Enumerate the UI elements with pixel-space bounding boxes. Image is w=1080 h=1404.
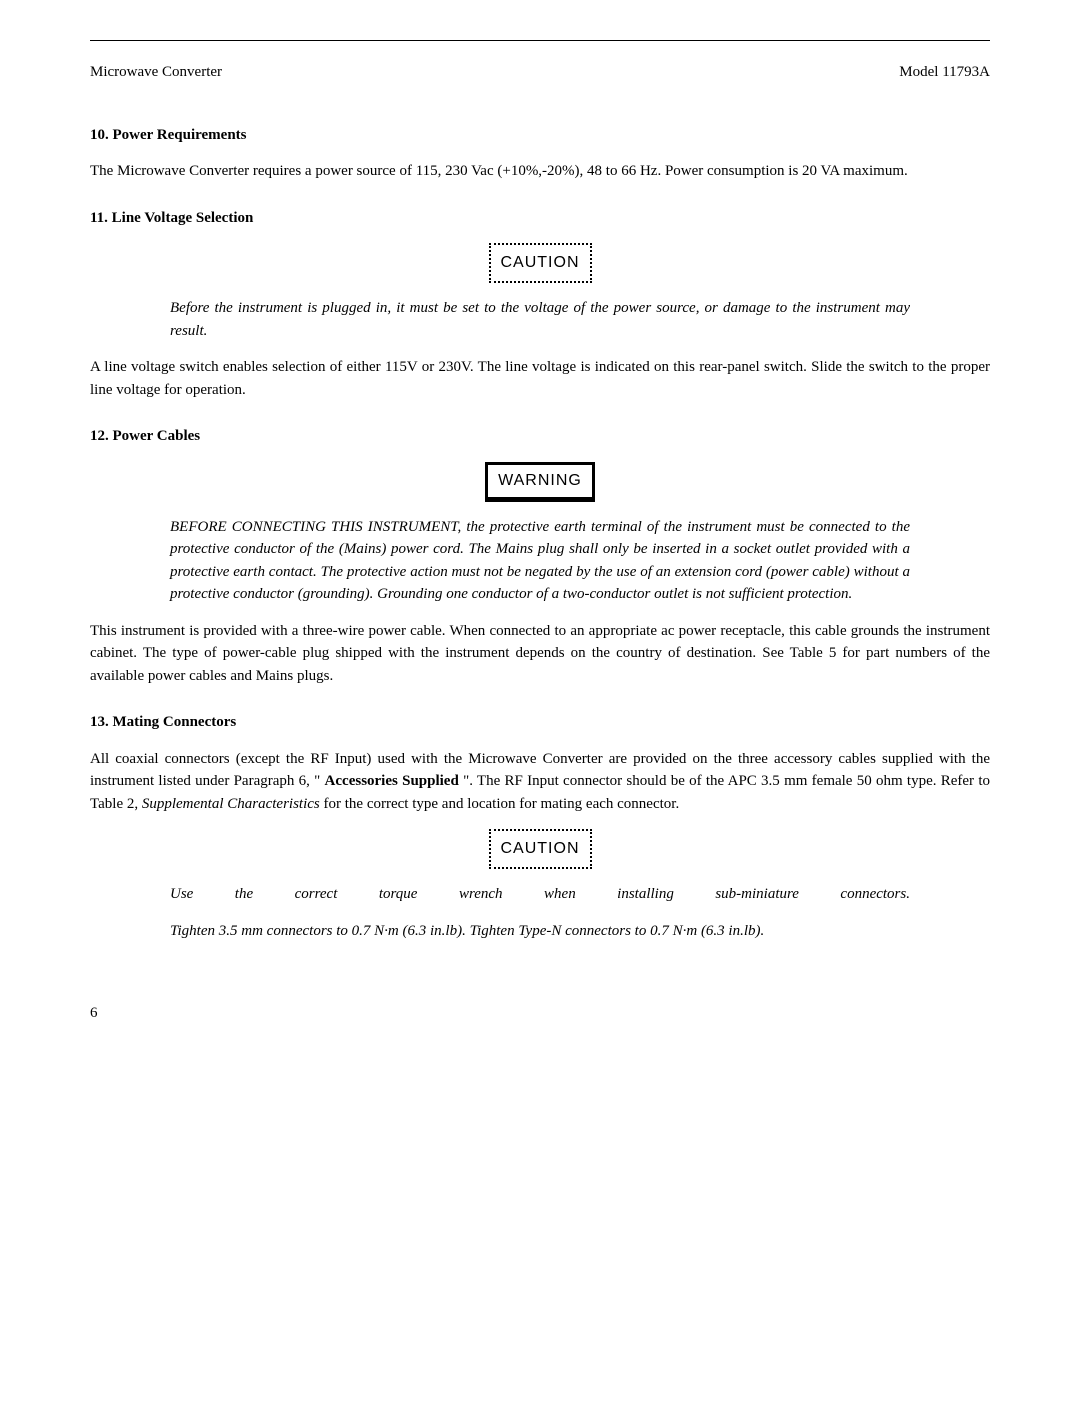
section-11-para: A line voltage switch enables selection … (90, 356, 990, 401)
section-10-para: The Microwave Converter requires a power… (90, 160, 990, 183)
section-11-caution-text: Before the instrument is plugged in, it … (170, 297, 910, 342)
section-12-heading: 12. Power Cables (90, 425, 990, 448)
page-number: 6 (90, 1002, 990, 1025)
section-13-para-suffix: for the correct type and location for ma… (320, 796, 679, 812)
section-12-para: This instrument is provided with a three… (90, 620, 990, 688)
section-13-caution-text-1: Use the correct torque wrench when insta… (170, 883, 910, 906)
section-13-heading: 13. Mating Connectors (90, 711, 990, 734)
section-10-heading: 10. Power Requirements (90, 124, 990, 147)
section-13-caution-text-2: Tighten 3.5 mm connectors to 0.7 N·m (6.… (170, 920, 910, 943)
header-left: Microwave Converter (90, 61, 222, 84)
page-header: Microwave Converter Model 11793A (90, 40, 990, 84)
caution-box: CAUTION (489, 243, 592, 283)
section-11-heading: 11. Line Voltage Selection (90, 207, 990, 230)
section-13-para-italic: Supplemental Characteristics (142, 796, 320, 812)
warning-box: WARNING (485, 462, 595, 502)
caution-box-2: CAUTION (489, 829, 592, 869)
header-right: Model 11793A (899, 61, 990, 84)
section-12-warning-text: BEFORE CONNECTING THIS INSTRUMENT, the p… (170, 516, 910, 606)
section-13-para-bold: Accessories Supplied (325, 773, 459, 789)
section-13-para: All coaxial connectors (except the RF In… (90, 748, 990, 816)
